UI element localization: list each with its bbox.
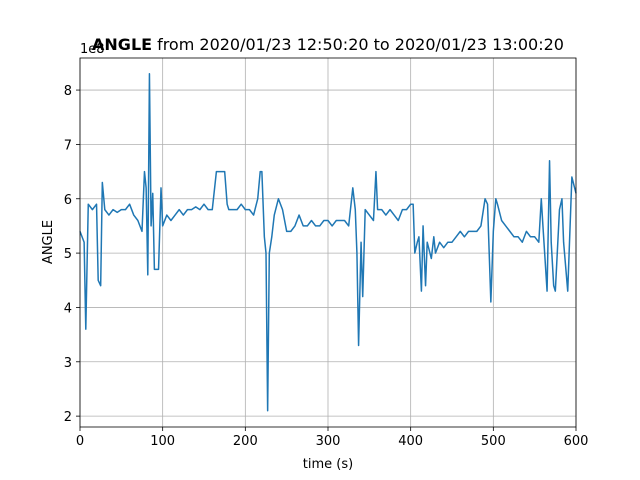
y-tick-label: 7 xyxy=(64,138,72,153)
x-tick-label: 0 xyxy=(76,434,84,449)
y-tick-label: 6 xyxy=(64,193,72,208)
grid-layer xyxy=(79,58,577,427)
title-bold: ANGLE xyxy=(92,35,152,54)
title-rest: from 2020/01/23 12:50:20 to 2020/01/23 1… xyxy=(157,35,564,54)
y-axis-label: ANGLE xyxy=(41,220,56,264)
x-axis-label: time (s) xyxy=(303,457,353,472)
y-offset-label: 1e8 xyxy=(80,42,105,57)
x-tick-label: 400 xyxy=(398,434,423,449)
y-tick-label: 2 xyxy=(64,410,72,425)
x-tick-label: 300 xyxy=(316,434,341,449)
y-tick-label: 3 xyxy=(64,356,72,371)
y-tick-label: 4 xyxy=(64,301,72,316)
data-line xyxy=(79,73,577,412)
y-tick-label: 5 xyxy=(64,247,72,262)
x-tick-label: 600 xyxy=(564,434,589,449)
x-tick-label: 500 xyxy=(481,434,506,449)
x-tick-label: 100 xyxy=(150,434,175,449)
x-tick-label: 200 xyxy=(233,434,258,449)
y-tick-label: 8 xyxy=(64,84,72,99)
plot-layer xyxy=(79,73,577,412)
chart-title: ANGLE from 2020/01/23 12:50:20 to 2020/01… xyxy=(92,35,564,54)
